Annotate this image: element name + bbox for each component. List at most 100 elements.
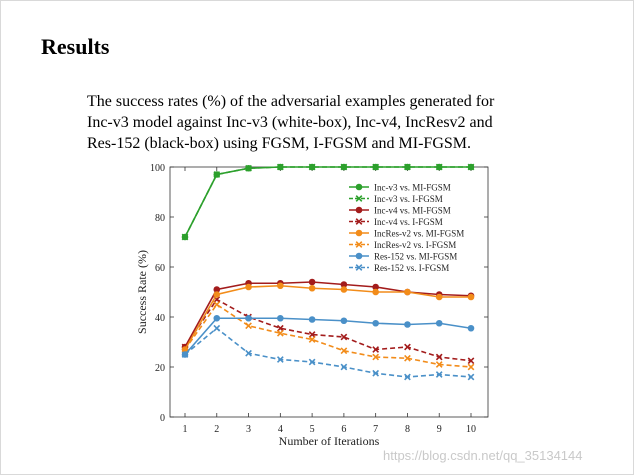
series-line bbox=[184, 317, 472, 356]
data-point bbox=[340, 163, 348, 171]
data-point bbox=[308, 284, 316, 292]
data-point bbox=[404, 373, 411, 381]
legend-swatch-marker bbox=[355, 183, 363, 191]
data-point bbox=[277, 282, 284, 290]
data-point bbox=[340, 286, 348, 293]
x-tick-label: 8 bbox=[405, 424, 410, 435]
slide-title: Results bbox=[41, 34, 110, 59]
series-line bbox=[184, 166, 471, 238]
x-tick-label: 1 bbox=[183, 424, 188, 435]
data-point bbox=[435, 361, 443, 368]
series-line bbox=[184, 327, 472, 378]
y-tick-label: 20 bbox=[155, 363, 165, 374]
data-point bbox=[467, 163, 475, 171]
x-tick-label: 9 bbox=[437, 424, 442, 435]
data-point bbox=[404, 321, 411, 328]
data-point bbox=[308, 278, 316, 286]
legend-swatch-marker bbox=[355, 252, 363, 260]
data-point bbox=[308, 331, 316, 338]
legend-swatch-marker bbox=[355, 218, 363, 225]
y-tick-label: 40 bbox=[155, 313, 165, 324]
x-tick-label: 3 bbox=[246, 424, 251, 435]
data-point bbox=[213, 171, 221, 178]
data-point bbox=[372, 369, 380, 377]
data-point bbox=[245, 283, 252, 291]
x-tick-label: 7 bbox=[373, 424, 378, 435]
data-point bbox=[308, 163, 316, 171]
data-point bbox=[277, 163, 284, 171]
data-point bbox=[467, 357, 475, 365]
data-point bbox=[340, 317, 348, 325]
data-point bbox=[181, 233, 189, 241]
data-point bbox=[213, 324, 221, 332]
data-point bbox=[245, 314, 252, 322]
data-point bbox=[213, 314, 221, 322]
description-line-1: The success rates (%) of the adversarial… bbox=[87, 93, 495, 110]
description-line-3: Res-152 (black-box) using FGSM, I-FGSM a… bbox=[87, 135, 472, 152]
legend-swatch-marker bbox=[355, 229, 363, 237]
data-point bbox=[213, 291, 221, 298]
x-tick-label: 5 bbox=[310, 424, 315, 435]
data-point bbox=[467, 373, 475, 381]
slide-description: The success rates (%) of the adversarial… bbox=[87, 91, 547, 154]
data-point bbox=[467, 363, 475, 371]
data-point bbox=[404, 343, 411, 351]
data-point bbox=[340, 333, 348, 341]
data-point bbox=[181, 351, 189, 358]
data-point bbox=[372, 163, 379, 171]
legend-label: Res-152 vs. I-FGSM bbox=[374, 263, 449, 273]
data-point bbox=[308, 336, 316, 343]
data-point bbox=[467, 293, 475, 301]
y-tick-label: 0 bbox=[160, 413, 165, 424]
watermark: https://blog.csdn.net/qq_35134144 bbox=[383, 448, 583, 463]
data-point bbox=[276, 324, 284, 332]
legend-swatch-marker bbox=[355, 206, 363, 214]
description-line-2: Inc-v3 model against Inc-v3 (white-box),… bbox=[87, 114, 493, 131]
data-point bbox=[245, 349, 252, 357]
legend-label: Inc-v4 vs. I-FGSM bbox=[374, 217, 443, 227]
data-point bbox=[435, 319, 443, 327]
series-line bbox=[184, 298, 472, 362]
data-point bbox=[467, 324, 475, 332]
data-point bbox=[435, 353, 443, 361]
x-tick-label: 4 bbox=[278, 424, 283, 435]
data-point bbox=[404, 354, 411, 362]
legend-swatch-marker bbox=[355, 241, 363, 248]
data-point bbox=[245, 164, 252, 172]
data-point bbox=[340, 363, 348, 371]
legend-label: Inc-v4 vs. MI-FGSM bbox=[374, 206, 451, 216]
y-tick-label: 100 bbox=[150, 163, 165, 174]
data-point bbox=[435, 293, 443, 301]
data-point bbox=[213, 301, 221, 308]
x-tick-label: 10 bbox=[466, 424, 476, 435]
data-point bbox=[404, 288, 411, 296]
data-point bbox=[435, 163, 443, 171]
data-point bbox=[404, 163, 411, 171]
series-line bbox=[184, 284, 471, 350]
legend-label: Inc-v3 vs. I-FGSM bbox=[374, 194, 443, 204]
series-line bbox=[184, 303, 472, 368]
y-axis-label: Success Rate (%) bbox=[135, 250, 149, 334]
data-point bbox=[372, 353, 380, 361]
data-point bbox=[340, 347, 348, 355]
data-point bbox=[372, 319, 379, 327]
legend-swatch-marker bbox=[355, 195, 363, 202]
data-point bbox=[372, 288, 379, 296]
data-point bbox=[435, 371, 443, 378]
y-tick-label: 60 bbox=[155, 263, 165, 274]
legend-label: IncRes-v2 vs. MI-FGSM bbox=[374, 229, 464, 239]
legend-label: Inc-v3 vs. MI-FGSM bbox=[374, 183, 451, 193]
legend-swatch-marker bbox=[355, 264, 363, 271]
legend-label: IncRes-v2 vs. I-FGSM bbox=[374, 240, 456, 250]
data-point bbox=[308, 316, 316, 323]
data-point bbox=[372, 346, 380, 353]
x-tick-label: 6 bbox=[341, 424, 346, 435]
x-tick-label: 2 bbox=[214, 424, 219, 435]
data-point bbox=[276, 329, 284, 337]
legend-label: Res-152 vs. MI-FGSM bbox=[374, 252, 457, 262]
data-point bbox=[277, 314, 284, 322]
data-point bbox=[308, 358, 316, 366]
series-line bbox=[184, 281, 472, 348]
